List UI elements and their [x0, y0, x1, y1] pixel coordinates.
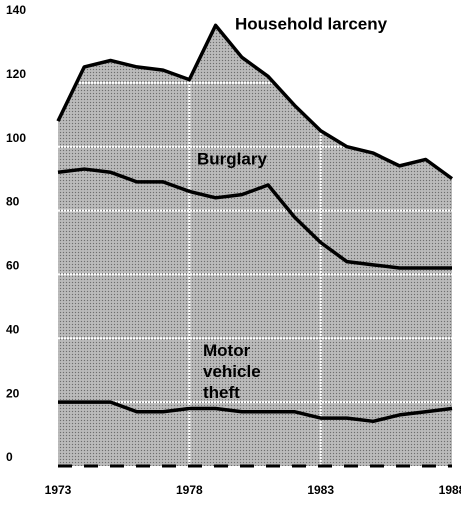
area	[58, 25, 452, 467]
y-tick-label: 80	[6, 195, 20, 209]
series-label: Motor vehicle theft	[203, 341, 261, 402]
y-tick-label: 100	[6, 131, 26, 145]
x-tick-label: 1983	[307, 483, 334, 497]
series-line	[57, 167, 452, 270]
y-tick-label: 0	[6, 450, 13, 464]
x-tick-label: 1988	[439, 483, 461, 497]
series-line	[58, 400, 453, 424]
y-tick-label: 20	[6, 386, 20, 400]
y-tick-label: 40	[6, 322, 20, 336]
y-tick-label: 140	[6, 3, 26, 17]
series-label: Household larceny	[235, 14, 388, 33]
y-tick-label: 120	[6, 67, 26, 81]
x-tick-label: 1973	[45, 483, 72, 497]
series-line	[56, 23, 454, 181]
y-tick-label: 60	[6, 259, 20, 273]
x-tick-label: 1978	[176, 483, 203, 497]
series-label: Burglary	[197, 149, 267, 168]
